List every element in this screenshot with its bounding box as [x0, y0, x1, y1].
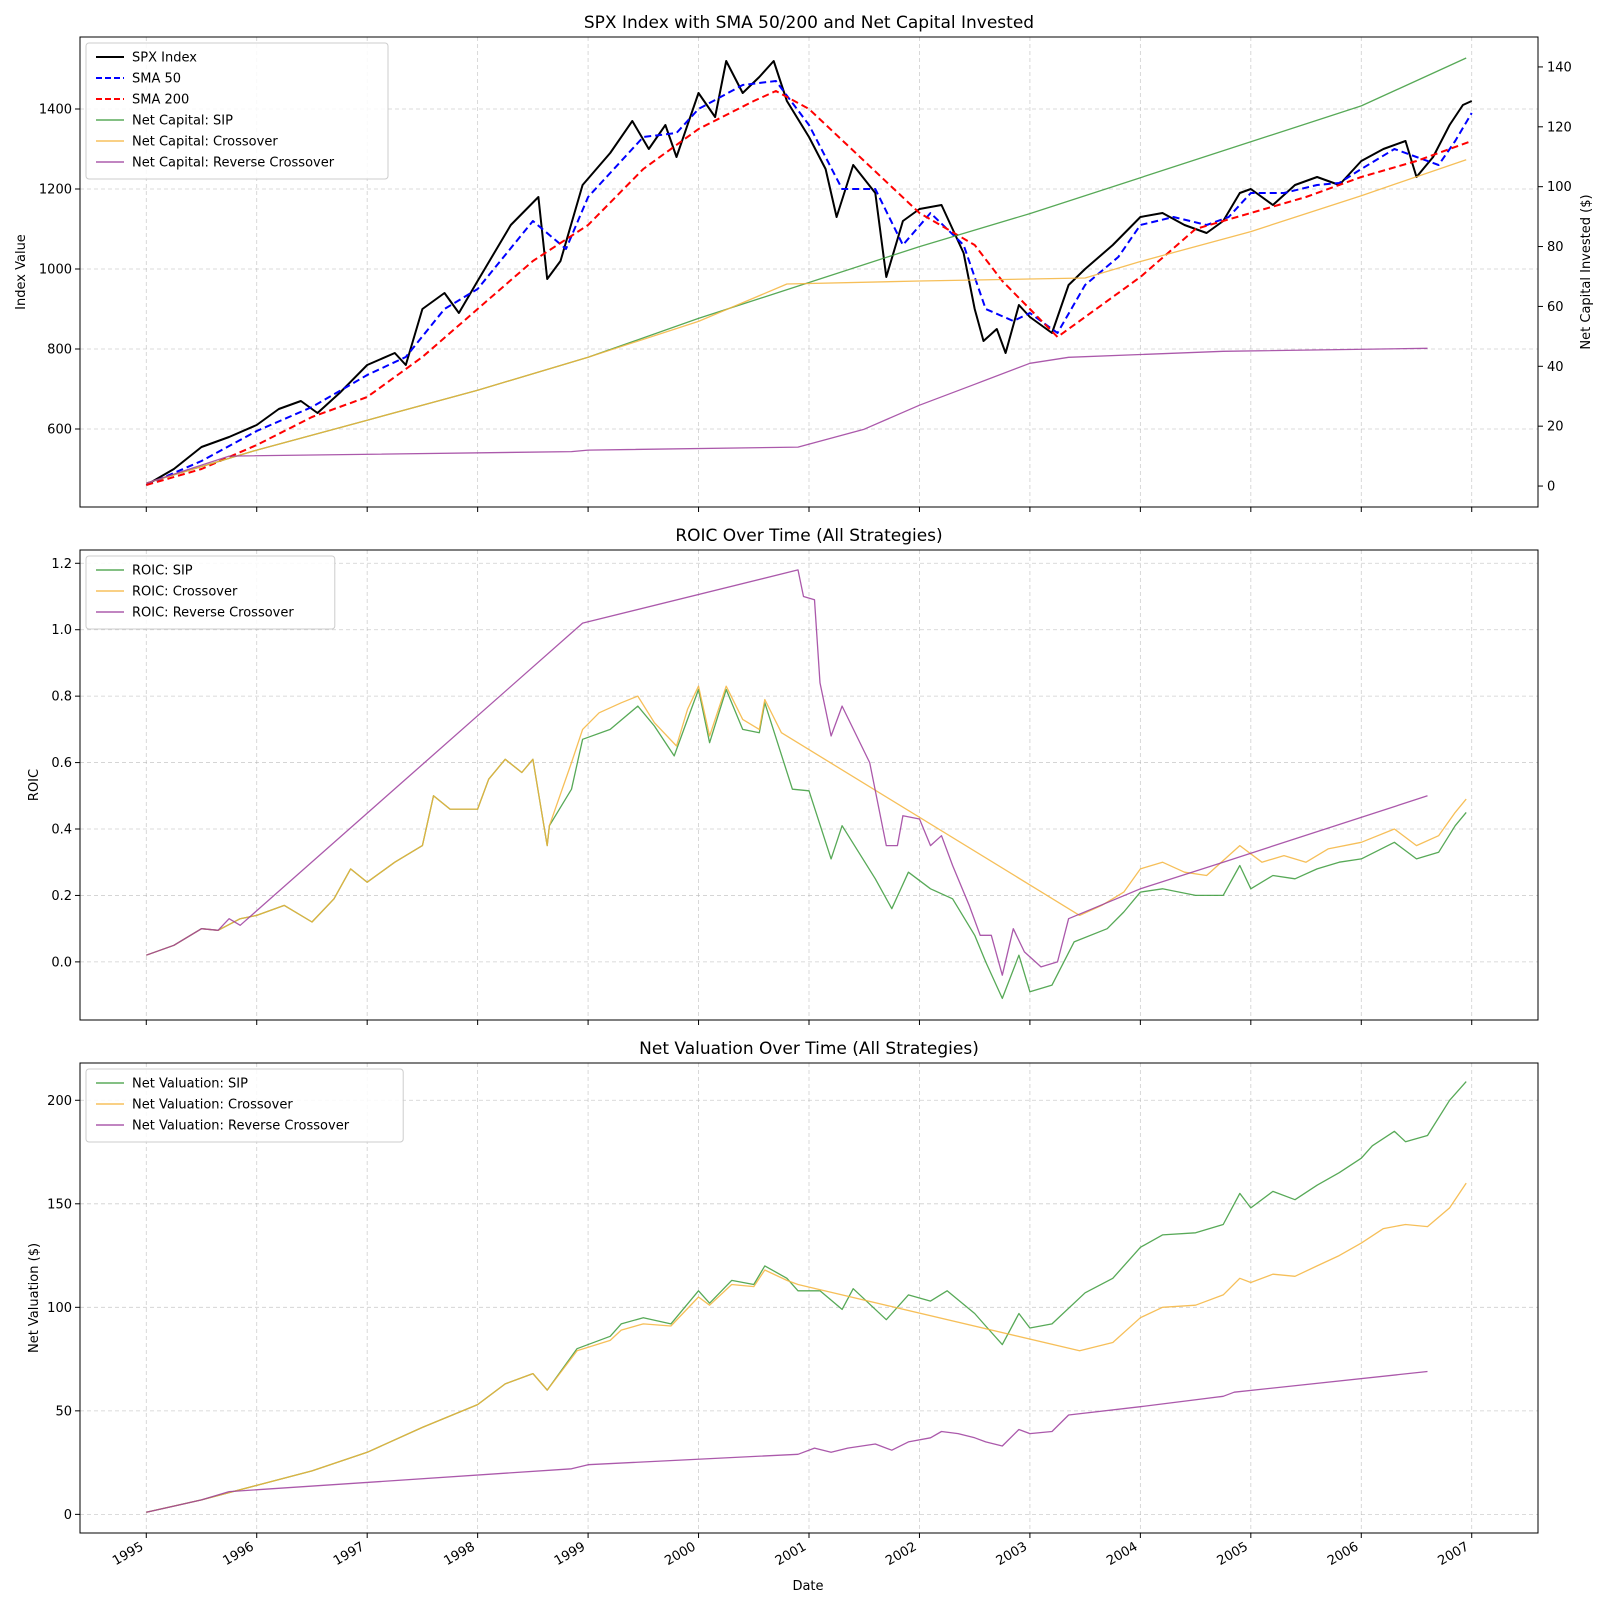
- legend-label: Net Valuation: SIP: [132, 1077, 248, 1092]
- panel-1: 600 800 1000 1200 1400 0 20 40 60 80 100 120 140 SPX …: [14, 13, 1594, 512]
- y-axis-label: Net Valuation ($): [27, 1243, 42, 1353]
- legend-label: ROIC: Crossover: [132, 585, 238, 600]
- legend-label: Net Valuation: Crossover: [132, 1098, 293, 1113]
- series-line-5: [146, 159, 1467, 484]
- y-right-tick-label: 20: [1547, 420, 1564, 435]
- panel-2: 0.0 0.2 0.4 0.6 0.8 1.0 1.2 ROIC Over Time (All…: [27, 526, 1539, 1025]
- y-right-tick-label: 0: [1547, 480, 1555, 495]
- series-line-3: [146, 569, 1428, 976]
- y-tick-label: 0.2: [51, 889, 72, 904]
- chart-title: Net Valuation Over Time (All Strategies): [639, 1039, 979, 1059]
- legend-box: [85, 555, 336, 630]
- series-line-2: [146, 685, 1467, 956]
- y-tick-label: 200: [47, 1094, 72, 1109]
- legend: Net Valuation: SIP Net Valuation: Crossov…: [85, 1068, 404, 1143]
- y-tick-label: 50: [55, 1404, 72, 1419]
- legend-label: SPX Index: [132, 51, 197, 66]
- legend: ROIC: SIP ROIC: Crossover ROIC: Reverse Cr…: [85, 555, 336, 630]
- y-right-tick-label: 140: [1547, 60, 1572, 75]
- legend-label: Net Capital: SIP: [132, 114, 233, 129]
- chart-title: ROIC Over Time (All Strategies): [675, 526, 942, 546]
- y-right-axis-label: Net Capital Invested ($): [1579, 194, 1594, 349]
- y-tick-label: 1000: [39, 263, 72, 278]
- legend-box: [85, 1068, 404, 1143]
- y-tick-label: 1200: [39, 183, 72, 198]
- y-right-tick-label: 40: [1547, 360, 1564, 375]
- legend: SPX Index SMA 50 SMA 200 Net Capital: SIP Ne…: [85, 42, 389, 180]
- legend-label: ROIC: SIP: [132, 564, 193, 579]
- series-line-3: [146, 1370, 1428, 1513]
- y-tick-label: 600: [47, 423, 72, 438]
- y-tick-label: 0: [64, 1508, 72, 1523]
- legend-box: [85, 42, 389, 180]
- y-tick-label: 150: [47, 1197, 72, 1212]
- x-axis-label: Date: [792, 1579, 823, 1594]
- legend-label: Net Valuation: Reverse Crossover: [132, 1119, 350, 1134]
- y-right-tick-label: 60: [1547, 300, 1564, 315]
- series-line-2: [146, 1182, 1467, 1513]
- y-tick-label: 1.2: [51, 557, 72, 572]
- y-tick-label: 0.6: [51, 756, 72, 771]
- series-line-6: [146, 347, 1428, 484]
- y-right-tick-label: 120: [1547, 120, 1572, 135]
- y-tick-label: 0.4: [51, 823, 72, 838]
- y-axis-label: Index Value: [14, 234, 29, 310]
- chart-title: SPX Index with SMA 50/200 and Net Capita…: [584, 13, 1034, 33]
- legend-label: Net Capital: Crossover: [132, 135, 278, 150]
- y-tick-label: 100: [47, 1301, 72, 1316]
- series-line-3: [146, 90, 1473, 486]
- y-right-tick-label: 80: [1547, 240, 1564, 255]
- legend-label: SMA 200: [132, 93, 189, 108]
- legend-label: SMA 50: [132, 72, 181, 87]
- series-line-1: [145, 60, 1473, 486]
- y-right-tick-label: 100: [1547, 180, 1572, 195]
- y-tick-label: 0.0: [51, 955, 72, 970]
- y-tick-label: 0.8: [51, 690, 72, 705]
- y-tick-label: 1.0: [51, 623, 72, 638]
- y-tick-label: 1400: [39, 103, 72, 118]
- y-axis-label: ROIC: [27, 769, 42, 801]
- legend-label: Net Capital: Reverse Crossover: [132, 156, 335, 171]
- y-tick-label: 800: [47, 343, 72, 358]
- legend-label: ROIC: Reverse Crossover: [132, 606, 294, 621]
